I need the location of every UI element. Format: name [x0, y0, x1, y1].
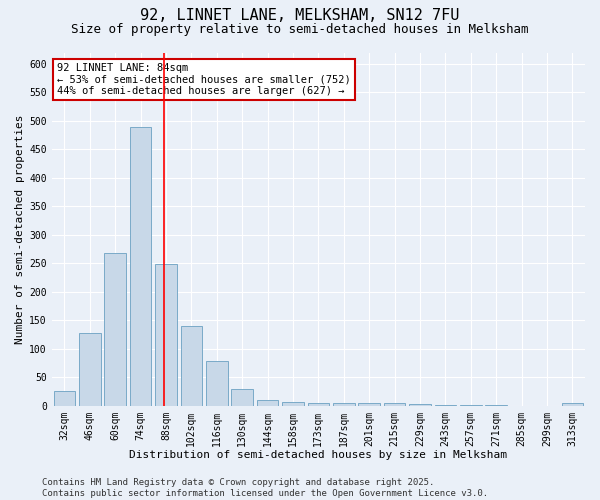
Bar — [358, 404, 380, 406]
Bar — [130, 126, 151, 406]
Y-axis label: Number of semi-detached properties: Number of semi-detached properties — [15, 114, 25, 344]
Bar — [434, 404, 456, 406]
Text: 92, LINNET LANE, MELKSHAM, SN12 7FU: 92, LINNET LANE, MELKSHAM, SN12 7FU — [140, 8, 460, 22]
Bar — [79, 333, 101, 406]
Bar — [53, 392, 75, 406]
Bar — [104, 253, 126, 406]
Bar — [155, 264, 177, 406]
Text: Size of property relative to semi-detached houses in Melksham: Size of property relative to semi-detach… — [71, 22, 529, 36]
Bar — [282, 402, 304, 406]
Bar — [206, 362, 227, 406]
Bar — [460, 404, 482, 406]
Bar — [232, 388, 253, 406]
Bar — [181, 326, 202, 406]
Bar — [333, 403, 355, 406]
X-axis label: Distribution of semi-detached houses by size in Melksham: Distribution of semi-detached houses by … — [130, 450, 508, 460]
Bar — [485, 405, 507, 406]
Bar — [409, 404, 431, 406]
Bar — [562, 403, 583, 406]
Bar — [257, 400, 278, 406]
Text: Contains HM Land Registry data © Crown copyright and database right 2025.
Contai: Contains HM Land Registry data © Crown c… — [42, 478, 488, 498]
Text: 92 LINNET LANE: 84sqm
← 53% of semi-detached houses are smaller (752)
44% of sem: 92 LINNET LANE: 84sqm ← 53% of semi-deta… — [57, 63, 351, 96]
Bar — [308, 403, 329, 406]
Bar — [384, 404, 406, 406]
